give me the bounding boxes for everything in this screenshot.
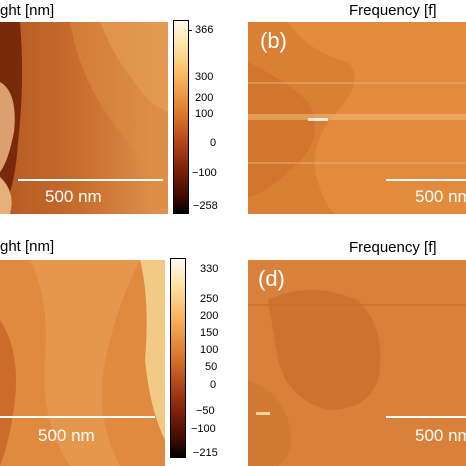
panel-c-scale-label: 500 nm xyxy=(38,426,95,445)
colorbar-top xyxy=(173,20,189,214)
panel-d-label: (d) xyxy=(258,266,285,291)
colorbar-bottom-tick: −50 xyxy=(196,405,215,417)
colorbar-top-tick: 300 xyxy=(195,71,214,83)
panel-d-title: Frequency [f] xyxy=(349,239,437,256)
colorbar-top-tick: 100 xyxy=(195,108,214,120)
colorbar-bottom xyxy=(170,258,186,458)
colorbar-top-tick: 0 xyxy=(210,137,217,149)
panel-d-frequency xyxy=(248,260,466,466)
panel-a-title: ght [nm] xyxy=(0,2,55,19)
panel-b-scale-bar xyxy=(386,179,466,181)
colorbar-top-tick: −258 xyxy=(193,200,218,212)
colorbar-bottom-tick: 0 xyxy=(210,379,217,391)
colorbar-bottom-tick: 50 xyxy=(205,361,218,373)
colorbar-bottom-tick: −215 xyxy=(193,447,218,459)
panel-d-scale-bar xyxy=(386,416,466,418)
panel-c-title: ght [nm] xyxy=(0,238,55,255)
panel-d-image: (d) 500 nm xyxy=(248,260,466,466)
panel-c-scale-bar xyxy=(0,416,155,418)
colorbar-bottom-tick: 200 xyxy=(200,310,219,322)
panel-a-scale-bar xyxy=(18,179,163,181)
colorbar-top-tick: −100 xyxy=(192,167,217,179)
panel-b-label: (b) xyxy=(260,28,287,53)
panel-b-title: Frequency [f] xyxy=(349,2,437,19)
panel-b-image: (b) 500 nm xyxy=(248,22,466,214)
colorbar-top-tick: 366 xyxy=(195,24,214,36)
colorbar-bottom-tick: −100 xyxy=(191,423,216,435)
colorbar-bottom-tick: 100 xyxy=(200,344,219,356)
colorbar-bottom-tick: 330 xyxy=(200,263,219,275)
panel-c-topography xyxy=(0,260,165,466)
panel-d-scale-label: 500 nm xyxy=(415,426,466,445)
panel-b-scale-label: 500 nm xyxy=(415,187,466,206)
panel-a-scale-label: 500 nm xyxy=(45,187,102,206)
panel-c-image: 500 nm xyxy=(0,260,165,466)
colorbar-top-tick: 200 xyxy=(195,92,214,104)
colorbar-bottom-tick: 250 xyxy=(200,293,219,305)
panel-b-frequency xyxy=(248,22,466,214)
colorbar-bottom-tick: 150 xyxy=(200,327,219,339)
panel-a-image: 500 nm xyxy=(0,22,168,214)
panel-a-topography xyxy=(0,22,168,214)
